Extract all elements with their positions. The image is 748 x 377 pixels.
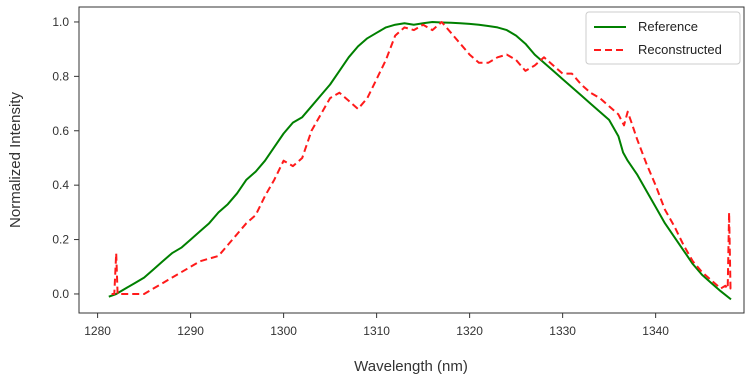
y-tick-label: 0.2 xyxy=(52,233,69,247)
x-tick-label: 1330 xyxy=(549,324,576,338)
x-tick-label: 1340 xyxy=(642,324,669,338)
plot-area xyxy=(108,21,733,301)
x-axis: 1280 1290 1300 1310 1320 1330 1340 xyxy=(84,313,669,338)
plot-frame xyxy=(78,6,745,314)
y-tick-label: 0.0 xyxy=(52,287,69,301)
y-axis-label: Normalized Intensity xyxy=(7,92,24,228)
x-axis-label: Wavelength (nm) xyxy=(354,358,468,375)
legend-label-reference: Reference xyxy=(638,19,698,34)
x-tick-label: 1320 xyxy=(456,324,483,338)
y-tick-label: 1.0 xyxy=(52,15,69,29)
x-tick-label: 1310 xyxy=(363,324,390,338)
x-tick-label: 1280 xyxy=(84,324,111,338)
legend-label-reconstructed: Reconstructed xyxy=(638,42,722,57)
legend-frame xyxy=(585,11,741,65)
y-axis: 0.0 0.2 0.4 0.6 0.8 1.0 xyxy=(52,15,79,301)
y-tick-label: 0.8 xyxy=(52,69,69,83)
legend: Reference Reconstructed xyxy=(585,11,741,65)
y-tick-label: 0.4 xyxy=(52,178,69,192)
x-tick-label: 1300 xyxy=(270,324,297,338)
y-tick-label: 0.6 xyxy=(52,124,69,138)
x-tick-label: 1290 xyxy=(177,324,204,338)
series-line-reconstructed xyxy=(111,21,733,295)
series-line-reference xyxy=(108,21,732,301)
